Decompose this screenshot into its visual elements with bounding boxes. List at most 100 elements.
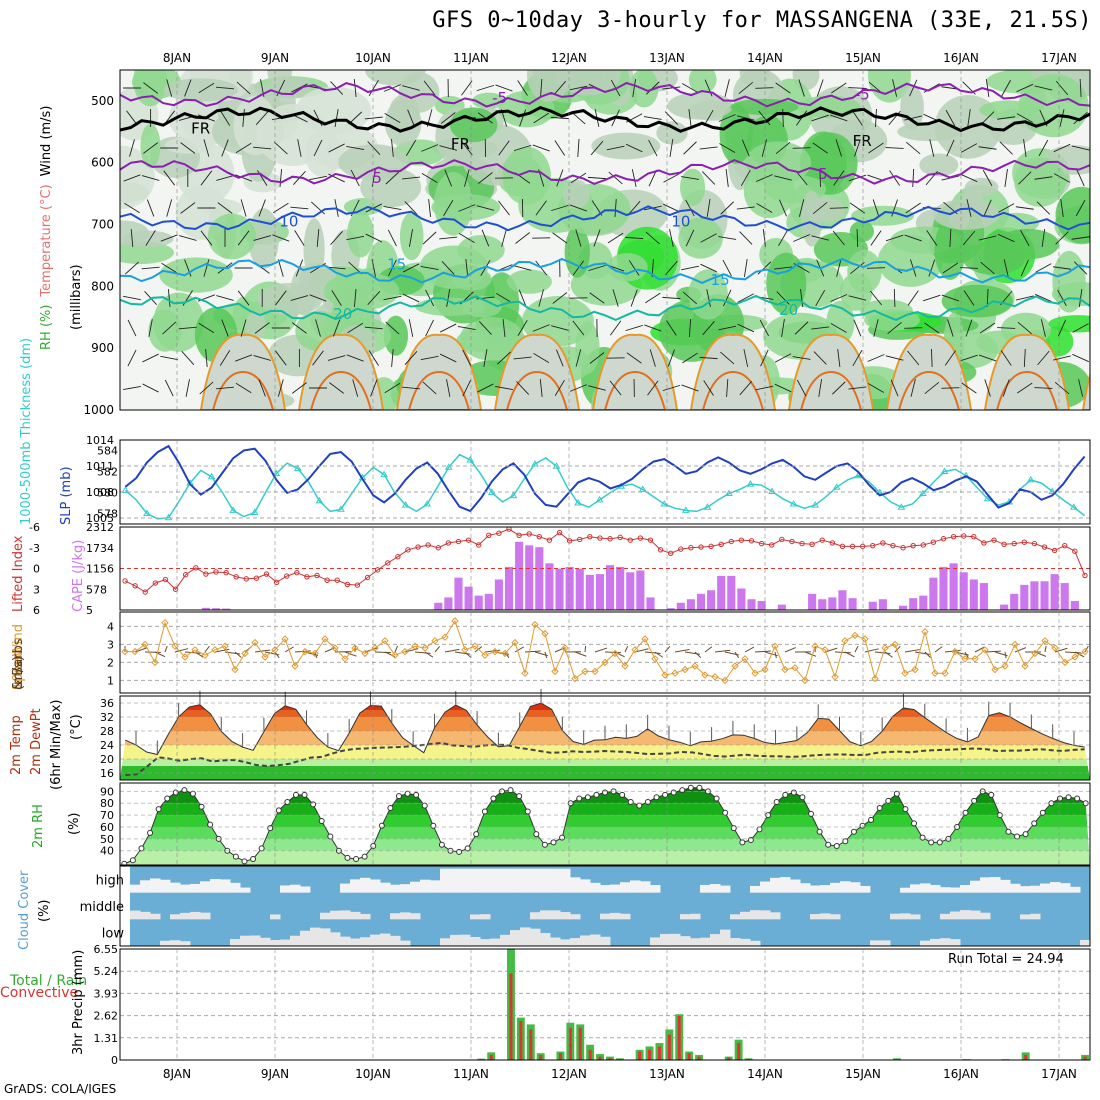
rh-marker [232,853,239,860]
wind-barb-10m [904,649,920,653]
li-marker [718,541,724,547]
cloud-clear-cell [180,941,191,946]
rh-shade [434,171,473,236]
wind-barb [446,379,451,397]
li-marker [223,569,229,576]
ylabel-part: Wind (m/s) [39,106,54,177]
cloud-clear-cell [800,883,811,893]
cloud-clear-cell [400,912,411,920]
rh-marker [284,799,291,806]
rh-marker [189,790,196,797]
wind-barb [776,291,790,305]
cloud-clear-cell [900,887,911,893]
thickness-marker [681,506,690,513]
wind-barb [646,81,660,95]
rh-marker [550,839,557,846]
rh-shade [949,204,970,230]
cloud-clear-cell [520,927,531,946]
wind-barb [517,320,528,336]
wind-barb [775,141,791,155]
li-marker [627,537,633,543]
wind-barb [643,116,662,120]
wind-barb [811,114,829,122]
wind-barb-10m [924,651,931,658]
wind-barb [498,200,510,216]
wind-barb [538,289,544,307]
rh-marker [868,816,875,823]
wind-barb [346,145,365,151]
wind-barb [502,319,506,337]
wind-marker [931,669,939,677]
wind-marker [961,655,969,663]
wind-barb [1055,80,1069,96]
thickness-marker [509,491,518,499]
precip-convective-bar [638,1051,642,1060]
cape-bar [474,595,483,610]
cloud-clear-cell [700,937,711,946]
cape-bar [464,586,473,610]
wind-marker [461,646,469,654]
li-marker [132,583,138,589]
li-marker [465,537,472,543]
wind-barb [457,325,476,331]
ylabel-part: Temperature (°C) [39,184,54,297]
wind-barb [830,323,847,333]
wind-marker [381,637,389,645]
precip-convective-bar [687,1053,691,1060]
rh-marker [327,833,334,840]
cloud-clear-cell [580,935,591,946]
li-marker [657,547,664,553]
wind-marker [511,638,519,647]
rh-shade [120,220,150,246]
wind-barb [441,261,455,275]
cloud-clear-cell [820,885,831,893]
wind-barb [1017,321,1032,335]
rh-marker [490,795,497,802]
cloud-clear-cell [180,884,191,893]
cape-bar [949,563,958,610]
cloud-clear-cell [550,937,561,946]
cloud-clear-cell [350,879,361,893]
li-marker [698,544,704,550]
cloud-clear-cell [950,911,961,920]
wind-barb [816,79,824,97]
date-label-top: 13JAN [649,51,685,65]
wind-barb [739,380,753,396]
cape-bar [848,598,857,610]
panel-frame-wind [119,611,1091,694]
wind-barb-10m [744,646,755,653]
rh-shade [1018,74,1089,138]
cloud-clear-cell [480,939,491,946]
wind-barb [513,144,532,152]
wind-barb [180,142,196,154]
cloud-clear-cell [570,877,581,893]
wind-barb-10m [594,647,608,653]
wind-barb [614,198,617,218]
wind-barb [885,147,904,149]
wind-barb [329,382,345,394]
wind-barb-10m [884,651,893,658]
wind-barb [421,144,439,152]
wind-barb [813,351,827,365]
surface-isotherm-30 [505,370,569,410]
date-label-top: 14JAN [747,51,783,65]
wind-tick: 4 [107,620,114,633]
rh-marker [361,853,368,860]
cloud-clear-cell [720,885,731,893]
cape-bar [707,590,716,610]
li-marker [870,542,876,549]
wind-barb [722,259,732,277]
wind-barb [700,263,717,273]
cloud-clear-cell [210,879,221,893]
wind-barb [631,169,637,187]
cloud-clear-cell [560,868,571,893]
rh-shade [743,163,795,219]
rh-marker [1014,833,1021,840]
cloud-clear-cell [990,877,1001,893]
wind-barb-10m [514,646,524,653]
wind-barb [166,199,173,217]
wind-ylabel: 10m Wind Speed & Barbs (m/s) [11,620,26,690]
rh-marker [876,804,883,811]
wind-barb [143,82,159,94]
pressure-tick: 700 [91,218,114,232]
